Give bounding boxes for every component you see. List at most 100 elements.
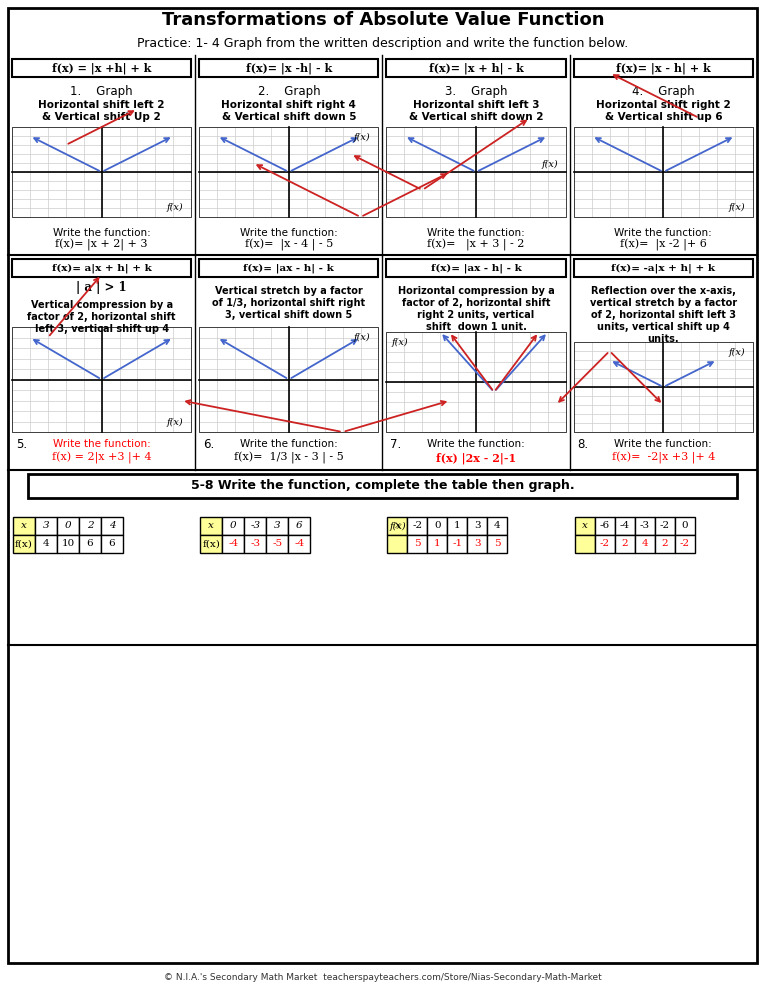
- Bar: [200, 535, 223, 553]
- Bar: [594, 535, 615, 553]
- Text: 3: 3: [474, 539, 481, 548]
- Bar: [35, 517, 57, 535]
- Bar: [266, 517, 288, 535]
- Text: 1.    Graph: 1. Graph: [70, 84, 133, 97]
- Bar: [223, 535, 244, 553]
- Text: of 1/3, horizontal shift right: of 1/3, horizontal shift right: [213, 298, 366, 308]
- Text: 4: 4: [494, 521, 501, 530]
- Text: f(x)= |ax - h| - k: f(x)= |ax - h| - k: [431, 263, 522, 273]
- Text: 10: 10: [61, 539, 75, 548]
- Bar: [635, 535, 655, 553]
- Bar: [199, 327, 379, 432]
- Text: x: x: [395, 521, 400, 530]
- Text: -2: -2: [679, 539, 690, 548]
- Bar: [386, 127, 566, 217]
- Text: 6: 6: [86, 539, 93, 548]
- Text: 1: 1: [435, 539, 441, 548]
- Text: 2: 2: [86, 521, 93, 530]
- Text: f(x): f(x): [389, 521, 405, 530]
- Text: 8.: 8.: [578, 438, 589, 451]
- Text: -3: -3: [250, 521, 260, 530]
- Text: Vertical compression by a: Vertical compression by a: [31, 300, 173, 310]
- Text: f(x) = 2|x +3 |+ 4: f(x) = 2|x +3 |+ 4: [52, 452, 151, 464]
- Text: Write the function:: Write the function:: [427, 439, 525, 449]
- Bar: [57, 517, 79, 535]
- Bar: [13, 535, 35, 553]
- Text: -6: -6: [600, 521, 610, 530]
- Bar: [574, 59, 753, 77]
- Text: 2: 2: [662, 539, 668, 548]
- Text: f(x) |2x - 2|-1: f(x) |2x - 2|-1: [436, 452, 516, 464]
- Text: -1: -1: [452, 539, 463, 548]
- Bar: [200, 517, 223, 535]
- Text: f(x)=  |x -2 |+ 6: f(x)= |x -2 |+ 6: [620, 239, 707, 251]
- Bar: [615, 535, 635, 553]
- Text: Write the function:: Write the function:: [427, 228, 525, 238]
- Text: 0: 0: [682, 521, 688, 530]
- Bar: [13, 517, 35, 535]
- Text: left 3, vertical shift up 4: left 3, vertical shift up 4: [34, 324, 169, 334]
- Bar: [386, 259, 566, 277]
- Bar: [388, 535, 408, 553]
- Bar: [487, 517, 507, 535]
- Bar: [199, 59, 379, 77]
- Bar: [574, 127, 753, 217]
- Text: 0: 0: [230, 521, 236, 530]
- Text: & Vertical shift up 6: & Vertical shift up 6: [604, 112, 722, 122]
- Text: f(x)= |x - h| + k: f(x)= |x - h| + k: [616, 63, 711, 73]
- Text: factor of 2, horizontal shift: factor of 2, horizontal shift: [402, 298, 550, 308]
- Bar: [575, 517, 594, 535]
- Text: f(x)= a|x + h| + k: f(x)= a|x + h| + k: [52, 263, 151, 273]
- Text: 4: 4: [641, 539, 648, 548]
- Text: Vertical stretch by a factor: Vertical stretch by a factor: [215, 286, 363, 296]
- Bar: [12, 127, 191, 217]
- Bar: [35, 535, 57, 553]
- Text: f(x)= -a|x + h| + k: f(x)= -a|x + h| + k: [611, 263, 715, 273]
- Text: units, vertical shift up 4: units, vertical shift up 4: [597, 322, 730, 332]
- Text: -4: -4: [295, 539, 304, 548]
- Text: 3: 3: [274, 521, 281, 530]
- Bar: [244, 517, 266, 535]
- Text: -2: -2: [412, 521, 422, 530]
- Text: x: x: [582, 521, 588, 530]
- Text: 0: 0: [65, 521, 71, 530]
- Text: Write the function:: Write the function:: [240, 228, 338, 238]
- Bar: [574, 259, 753, 277]
- Text: © N.I.A.'s Secondary Math Market  teacherspayteachers.com/Store/Nias-Secondary-M: © N.I.A.'s Secondary Math Market teacher…: [164, 972, 602, 981]
- Bar: [487, 535, 507, 553]
- Text: units.: units.: [647, 334, 679, 344]
- Bar: [428, 517, 448, 535]
- Text: Transformations of Absolute Value Function: Transformations of Absolute Value Functi…: [161, 11, 604, 29]
- Text: 5.: 5.: [16, 438, 27, 451]
- Text: & Vertical shift Up 2: & Vertical shift Up 2: [42, 112, 161, 122]
- Text: Horizontal shift right 4: Horizontal shift right 4: [221, 100, 356, 110]
- Text: f(x): f(x): [728, 348, 745, 356]
- Text: of 2, horizontal shift left 3: of 2, horizontal shift left 3: [591, 310, 736, 320]
- Bar: [12, 327, 191, 432]
- Text: Write the function:: Write the function:: [614, 439, 712, 449]
- Text: f(x)= |x + 2| + 3: f(x)= |x + 2| + 3: [55, 239, 148, 251]
- Text: Reflection over the x-axis,: Reflection over the x-axis,: [591, 286, 736, 296]
- Text: f(x)=  |x - 4 | - 5: f(x)= |x - 4 | - 5: [245, 239, 333, 251]
- Text: 2: 2: [621, 539, 628, 548]
- Text: 3, vertical shift down 5: 3, vertical shift down 5: [225, 310, 353, 320]
- Bar: [575, 535, 594, 553]
- Text: x: x: [208, 521, 214, 530]
- Text: -5: -5: [272, 539, 282, 548]
- Text: f(x): f(x): [167, 203, 184, 212]
- Text: 6: 6: [296, 521, 303, 530]
- Text: Write the function:: Write the function:: [53, 439, 151, 449]
- Text: Practice: 1- 4 Graph from the written description and write the function below.: Practice: 1- 4 Graph from the written de…: [138, 38, 629, 51]
- Bar: [101, 535, 123, 553]
- Text: 6.: 6.: [203, 438, 214, 451]
- Text: factor of 2, horizontal shift: factor of 2, horizontal shift: [28, 312, 176, 322]
- Text: -2: -2: [600, 539, 610, 548]
- Bar: [79, 535, 101, 553]
- Text: -4: -4: [620, 521, 630, 530]
- Bar: [266, 535, 288, 553]
- Text: f(x): f(x): [15, 539, 33, 548]
- Bar: [408, 517, 428, 535]
- Text: f(x): f(x): [728, 203, 745, 212]
- Text: 0: 0: [435, 521, 441, 530]
- Bar: [448, 517, 467, 535]
